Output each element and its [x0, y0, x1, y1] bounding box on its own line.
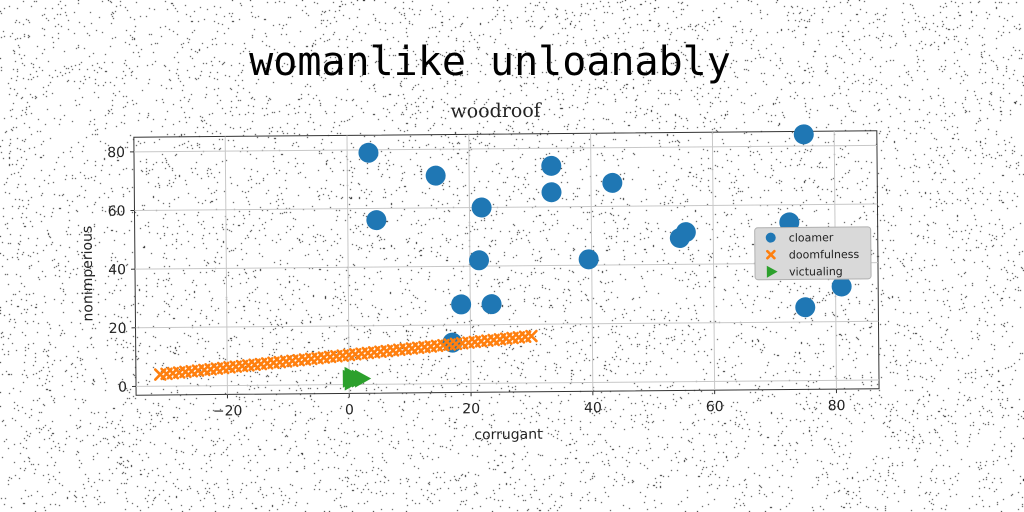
x-tick-label: 60	[706, 399, 724, 415]
x-tick-label: 20	[462, 401, 480, 417]
y-grid-line	[135, 320, 879, 329]
legend-label-victualing: victualing	[789, 265, 843, 278]
data-point-cloamer	[481, 294, 502, 315]
y-tick-label: 20	[109, 321, 127, 337]
y-tick-label: 60	[108, 204, 126, 220]
data-point-cloamer	[366, 210, 387, 231]
data-point-cloamer	[795, 297, 816, 318]
series-cloamer	[358, 124, 852, 353]
x-grid-line	[224, 136, 228, 395]
legend-box	[754, 226, 872, 281]
legend-marker-victualing	[766, 265, 778, 278]
y-grid-line	[133, 144, 877, 153]
legend-label-doomfulness: doomfulness	[789, 248, 860, 262]
data-point-victualing	[344, 366, 361, 385]
x-tick-label: −20	[213, 403, 243, 419]
y-grid-line	[134, 203, 878, 212]
grid-lines	[129, 131, 879, 399]
legend-marker-cloamer	[765, 232, 776, 243]
data-point-cloamer	[675, 222, 696, 243]
figure-suptitle: womanlike unloanably	[249, 39, 731, 85]
plot-area	[133, 130, 880, 396]
y-grid-line	[134, 262, 878, 270]
y-tick-label: 80	[107, 145, 125, 161]
data-point-cloamer	[541, 155, 562, 176]
data-point-cloamer	[578, 249, 599, 270]
x-tick-label: 40	[584, 400, 602, 416]
axes: woodroof −20 0 20 40 60 80 0 20 40 60 80 corrugan…	[80, 100, 880, 444]
data-point-victualing	[354, 369, 372, 388]
y-grid-line	[136, 379, 879, 387]
x-tick-labels: −20 0 20 40 60 80	[213, 398, 846, 420]
series-doomfulness	[153, 329, 538, 381]
x-tick-label: 80	[828, 398, 846, 414]
data-point-cloamer	[358, 142, 379, 163]
chart-title: woodroof	[450, 100, 542, 123]
x-axis-label: corrugant	[474, 427, 543, 444]
data-marks	[153, 124, 852, 391]
data-point-cloamer	[451, 294, 472, 315]
data-point-cloamer	[831, 276, 852, 297]
y-axis-label: nonimperious	[80, 226, 97, 322]
data-point-cloamer	[425, 165, 446, 186]
x-grid-line	[711, 132, 716, 391]
data-point-cloamer	[602, 172, 623, 193]
data-point-cloamer	[793, 124, 814, 145]
legend-marker-doomfulness	[766, 249, 776, 260]
series-victualing	[342, 366, 372, 391]
data-point-cloamer	[469, 250, 490, 271]
data-point-cloamer	[541, 182, 562, 203]
legend-label-cloamer: cloamer	[789, 231, 834, 244]
data-point-cloamer	[471, 197, 492, 218]
data-point-doomfulness	[525, 329, 538, 343]
x-tick-label: 0	[345, 402, 354, 418]
y-tick-label: 40	[108, 262, 126, 278]
y-tick-label: 0	[118, 380, 127, 396]
legend: cloamer doomfulness victualing	[754, 226, 872, 281]
y-tick-labels: 0 20 40 60 80	[107, 145, 127, 396]
